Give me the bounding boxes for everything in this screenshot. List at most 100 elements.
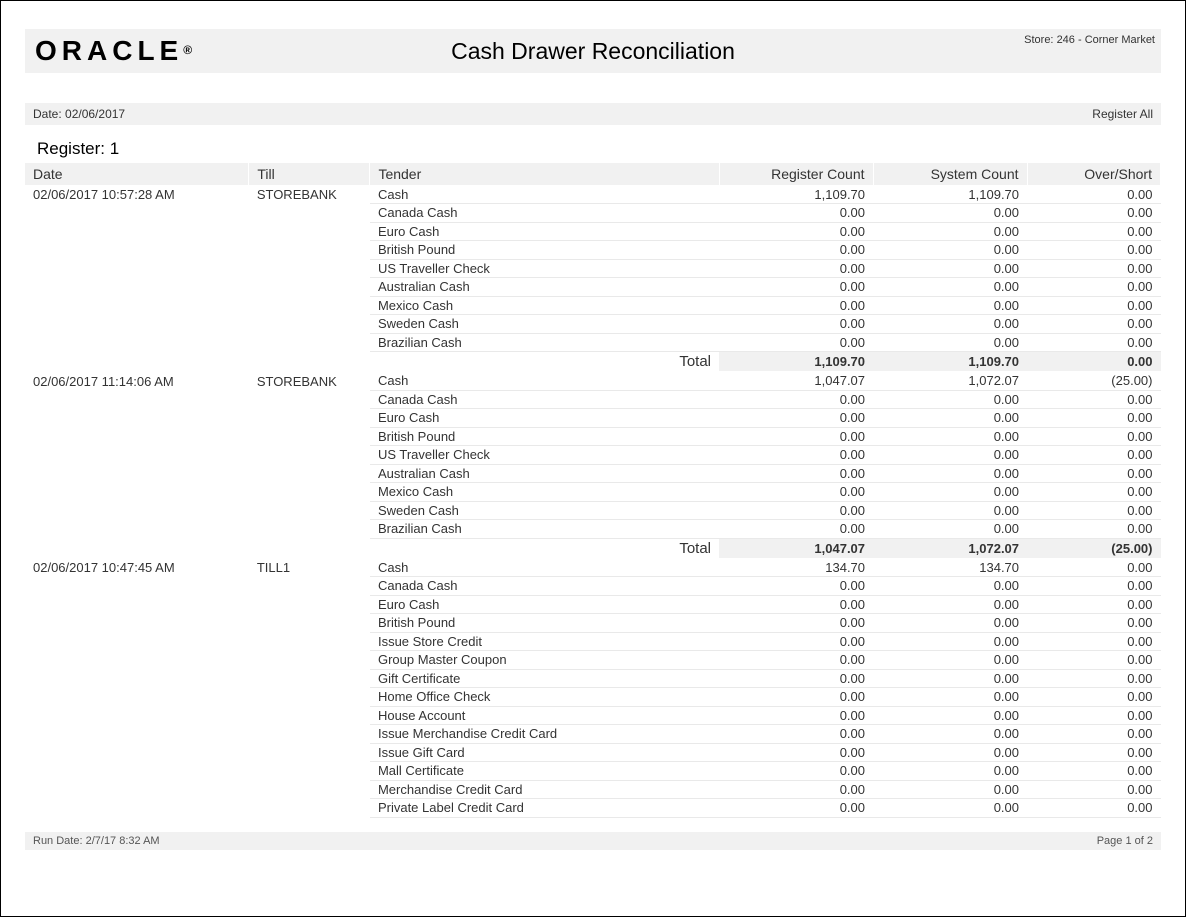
cell-system-count: 0.00 bbox=[873, 464, 1027, 483]
cell-till bbox=[249, 743, 370, 762]
cell-register-count: 0.00 bbox=[719, 743, 873, 762]
total-blank bbox=[25, 538, 249, 558]
cell-till bbox=[249, 614, 370, 633]
date-label: Date: 02/06/2017 bbox=[33, 107, 125, 121]
cell-date bbox=[25, 222, 249, 241]
cell-tender: Issue Gift Card bbox=[370, 743, 719, 762]
cell-system-count: 0.00 bbox=[873, 669, 1027, 688]
footer-bar: Run Date: 2/7/17 8:32 AM Page 1 of 2 bbox=[25, 832, 1161, 850]
cell-till bbox=[249, 762, 370, 781]
table-row: Merchandise Credit Card0.000.000.00 bbox=[25, 780, 1161, 799]
cell-till bbox=[249, 799, 370, 818]
cell-register-count: 0.00 bbox=[719, 427, 873, 446]
cell-system-count: 0.00 bbox=[873, 446, 1027, 465]
cell-register-count: 0.00 bbox=[719, 595, 873, 614]
cell-system-count: 0.00 bbox=[873, 278, 1027, 297]
cell-date bbox=[25, 390, 249, 409]
cell-register-count: 0.00 bbox=[719, 241, 873, 260]
cell-date bbox=[25, 278, 249, 297]
cell-tender: Cash bbox=[370, 372, 719, 391]
cell-system-count: 0.00 bbox=[873, 632, 1027, 651]
cell-date bbox=[25, 743, 249, 762]
cell-system-count: 0.00 bbox=[873, 762, 1027, 781]
cell-over-short: 0.00 bbox=[1027, 688, 1160, 707]
cell-tender: Mexico Cash bbox=[370, 483, 719, 502]
cell-system-count: 0.00 bbox=[873, 259, 1027, 278]
cell-over-short: (25.00) bbox=[1027, 372, 1160, 391]
cell-register-count: 0.00 bbox=[719, 799, 873, 818]
cell-date bbox=[25, 315, 249, 334]
cell-tender: British Pound bbox=[370, 614, 719, 633]
cell-till bbox=[249, 333, 370, 352]
cell-tender: Private Label Credit Card bbox=[370, 799, 719, 818]
cell-date bbox=[25, 464, 249, 483]
store-info: Store: 246 - Corner Market bbox=[1024, 34, 1155, 46]
cell-tender: Sweden Cash bbox=[370, 315, 719, 334]
table-row: Canada Cash0.000.000.00 bbox=[25, 390, 1161, 409]
total-label: Total bbox=[370, 352, 719, 372]
cell-register-count: 0.00 bbox=[719, 725, 873, 744]
cell-over-short: 0.00 bbox=[1027, 333, 1160, 352]
cell-date bbox=[25, 762, 249, 781]
table-row: British Pound0.000.000.00 bbox=[25, 241, 1161, 260]
cell-till bbox=[249, 725, 370, 744]
header-bar: ORACLE® Cash Drawer Reconciliation Store… bbox=[25, 29, 1161, 73]
cell-tender: Canada Cash bbox=[370, 390, 719, 409]
table-row: British Pound0.000.000.00 bbox=[25, 427, 1161, 446]
cell-system-count: 0.00 bbox=[873, 743, 1027, 762]
cell-over-short: 0.00 bbox=[1027, 520, 1160, 539]
cell-over-short: 0.00 bbox=[1027, 464, 1160, 483]
cell-tender: British Pound bbox=[370, 241, 719, 260]
table-row: 02/06/2017 10:47:45 AMTILL1Cash134.70134… bbox=[25, 558, 1161, 577]
cell-date bbox=[25, 446, 249, 465]
cell-system-count: 0.00 bbox=[873, 651, 1027, 670]
total-row: Total1,109.701,109.700.00 bbox=[25, 352, 1161, 372]
cell-date bbox=[25, 333, 249, 352]
cell-register-count: 0.00 bbox=[719, 446, 873, 465]
cell-till bbox=[249, 278, 370, 297]
cell-over-short: 0.00 bbox=[1027, 204, 1160, 223]
cell-till bbox=[249, 501, 370, 520]
cell-over-short: 0.00 bbox=[1027, 706, 1160, 725]
cell-till bbox=[249, 446, 370, 465]
cell-register-count: 0.00 bbox=[719, 632, 873, 651]
table-row: US Traveller Check0.000.000.00 bbox=[25, 446, 1161, 465]
table-row: Group Master Coupon0.000.000.00 bbox=[25, 651, 1161, 670]
cell-date bbox=[25, 296, 249, 315]
cell-register-count: 0.00 bbox=[719, 278, 873, 297]
total-register-count: 1,109.70 bbox=[719, 352, 873, 372]
cell-over-short: 0.00 bbox=[1027, 558, 1160, 577]
cell-over-short: 0.00 bbox=[1027, 259, 1160, 278]
cell-system-count: 0.00 bbox=[873, 520, 1027, 539]
cell-over-short: 0.00 bbox=[1027, 390, 1160, 409]
cell-register-count: 0.00 bbox=[719, 706, 873, 725]
page-number: Page 1 of 2 bbox=[1097, 835, 1153, 847]
cell-over-short: 0.00 bbox=[1027, 780, 1160, 799]
cell-tender: Cash bbox=[370, 558, 719, 577]
cell-register-count: 0.00 bbox=[719, 464, 873, 483]
cell-system-count: 0.00 bbox=[873, 333, 1027, 352]
cell-register-count: 0.00 bbox=[719, 259, 873, 278]
cell-tender: Euro Cash bbox=[370, 595, 719, 614]
table-row: House Account0.000.000.00 bbox=[25, 706, 1161, 725]
cell-till bbox=[249, 688, 370, 707]
cell-over-short: 0.00 bbox=[1027, 241, 1160, 260]
cell-date bbox=[25, 651, 249, 670]
cell-system-count: 0.00 bbox=[873, 427, 1027, 446]
cell-tender: Issue Store Credit bbox=[370, 632, 719, 651]
oracle-logo: ORACLE® bbox=[35, 35, 192, 67]
cell-tender: US Traveller Check bbox=[370, 259, 719, 278]
total-blank bbox=[249, 352, 370, 372]
cell-till: STOREBANK bbox=[249, 185, 370, 204]
cell-tender: Brazilian Cash bbox=[370, 520, 719, 539]
cell-register-count: 0.00 bbox=[719, 651, 873, 670]
cell-till bbox=[249, 409, 370, 428]
cell-till bbox=[249, 651, 370, 670]
total-label: Total bbox=[370, 538, 719, 558]
cell-date bbox=[25, 595, 249, 614]
cell-tender: Mall Certificate bbox=[370, 762, 719, 781]
cell-over-short: 0.00 bbox=[1027, 577, 1160, 596]
cell-date bbox=[25, 780, 249, 799]
table-row: Euro Cash0.000.000.00 bbox=[25, 409, 1161, 428]
cell-system-count: 0.00 bbox=[873, 614, 1027, 633]
